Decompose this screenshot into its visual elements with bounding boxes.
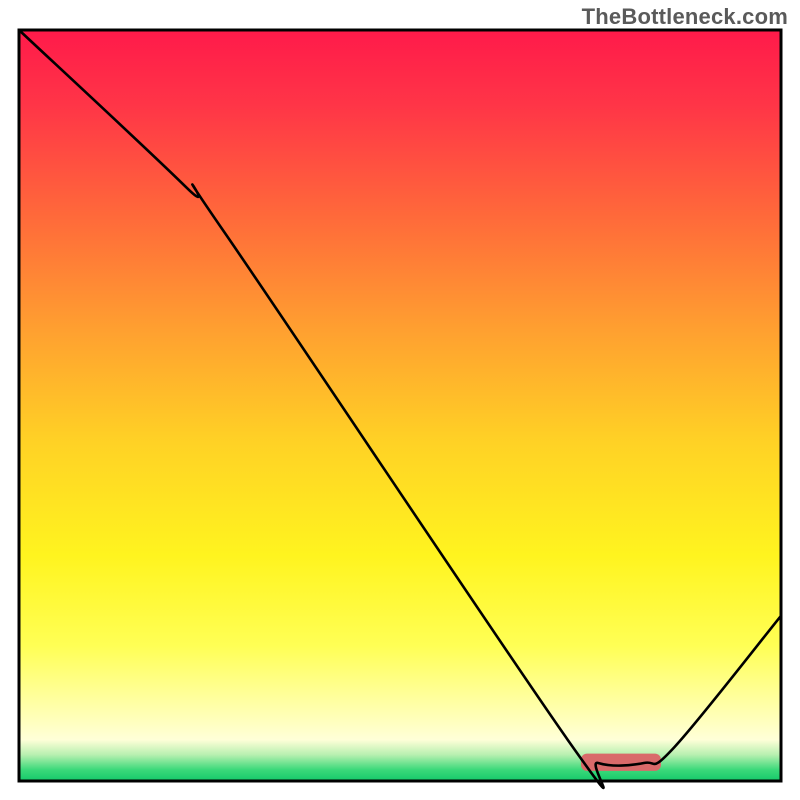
chart-canvas: TheBottleneck.com (0, 0, 800, 800)
plot-background (19, 30, 781, 781)
chart-svg (0, 0, 800, 800)
watermark-text: TheBottleneck.com (582, 4, 788, 30)
